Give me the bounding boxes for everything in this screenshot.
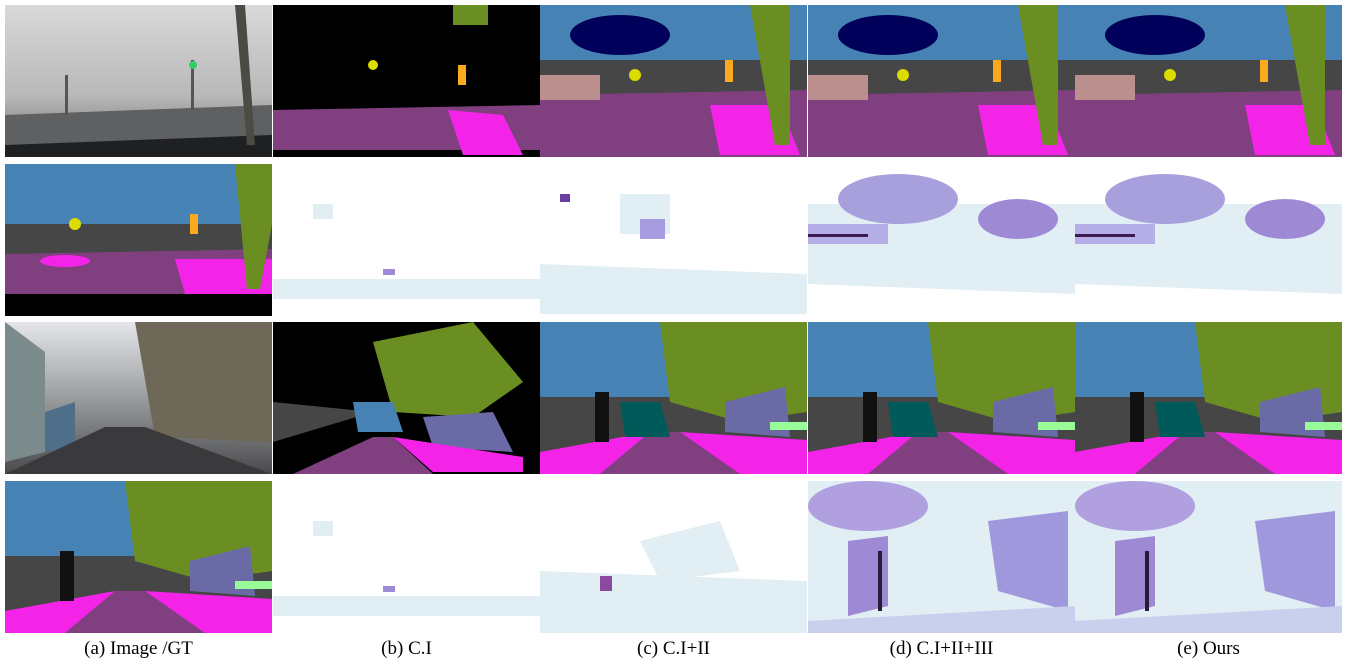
caption: (c) C.I+II [540,638,807,660]
caption: (e) Ours [1075,638,1342,660]
caption: (a) Image /GT [5,638,272,660]
figure: (a) Image /GT (b) C.I (c) C.I+II (d) C.I… [0,0,1345,667]
panels [0,0,1345,667]
caption: (d) C.I+II+III [808,638,1075,660]
caption: (b) C.I [273,638,540,660]
